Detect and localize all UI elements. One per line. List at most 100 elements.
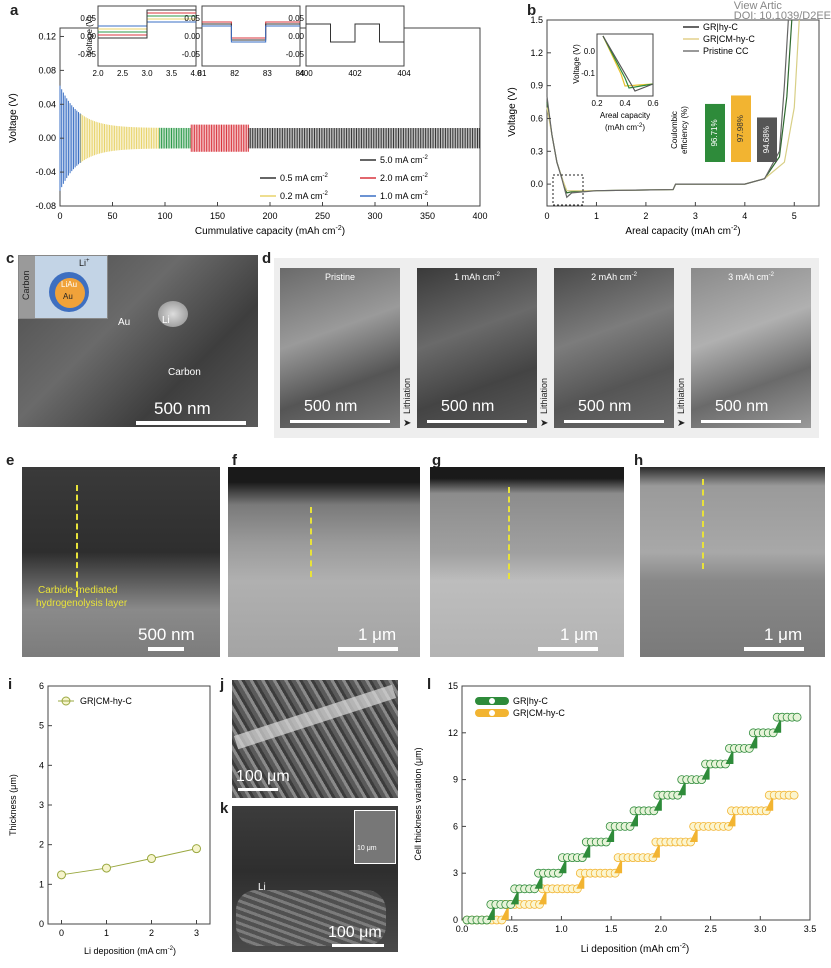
panel-h-scale-text: 1 μm [764,625,803,644]
panel-j-sem-image: 100 μm [232,680,398,798]
panel-c-carbon-label: Carbon [168,367,201,378]
panel-d-lithiation-label: Lithiation [676,377,686,414]
panel-b-xtick-label: 3 [693,211,698,221]
panel-a-inset: 400 402 404 0.05 0.00 -0.05 [286,5,411,78]
panel-l-xtick-label: 2.0 [655,924,668,934]
panel-l-legend-marker [489,698,495,704]
panel-a-inset-xtick: 2.0 [92,69,104,78]
panel-e-annotation-1: Carbide-mediated [38,585,118,596]
panel-a-inset-ytick: 0.00 [184,32,200,41]
panel-i-ytick-label: 5 [39,721,44,731]
li-particle [158,301,188,327]
view-article-link[interactable]: View Artic [733,0,782,12]
panel-b-xtick-label: 2 [643,211,648,221]
panel-l-ytick-label: 12 [448,728,458,738]
panel-a-inset-xtick: 3.5 [166,69,178,78]
panel-a-label: a [10,2,19,19]
panel-a-ytick-label: 0.04 [38,99,56,109]
panel-l-xtick-label: 3.0 [754,924,767,934]
panel-k-li-label: Li [258,882,266,893]
panel-i-series-line [61,848,197,876]
panel-a-inset-ytick: 0.00 [288,32,304,41]
panel-i-point [102,863,111,873]
panel-c-sem-image: Carbon LiAu Au Li+ Li Au Carbon 500 nm [18,255,258,427]
panel-a-ytick-label: -0.08 [35,201,56,211]
panel-b-inset-ytick: -0.1 [581,69,595,78]
panel-l-ytick-label: 3 [453,868,458,878]
panel-d-tile-scalebar [290,420,390,423]
panel-f-scalebar [338,647,398,651]
panel-i-xlabel: Li deposition (mA cm-2) [84,946,176,956]
panel-a-inset-xtick: 402 [348,69,362,78]
panel-b-ytick-label: 0.6 [530,113,543,123]
au-label: Au [63,292,73,301]
panel-i-label: i [8,676,13,693]
panel-d-tile: 3 mAh cm-2 500 nm [691,268,811,428]
panel-i-ylabel: Thickness (μm) [8,774,18,836]
panel-d-label: d [262,250,272,267]
panel-b-xlabel: Areal capacity (mAh cm-2) [625,225,740,237]
panel-b-series-line [546,19,800,192]
panel-d-tile: 1 mAh cm-2 500 nm [417,268,537,428]
panel-d-lithiation-arrow: Lithiation ➤ [675,358,689,429]
panel-b-label: b [527,2,537,19]
panel-a-inset-xtick: 3.0 [141,69,153,78]
panel-l-label: l [427,676,432,693]
panel-d-tile: Pristine 500 nm [280,268,400,428]
panel-a-inset-xtick: 400 [299,69,313,78]
arrow-right-icon: ➤ [540,418,549,429]
panel-a-inset-xtick: 84 [296,69,305,78]
panel-l-ytick-label: 0 [453,915,458,925]
panel-a-region [248,128,480,149]
panel-l-xtick-label: 1.0 [555,924,568,934]
panel-b-ce-value: 94.68% [762,126,771,153]
panel-b-ytick-label: 0.3 [530,146,543,156]
panel-l-legend-text: GR|CM-hy-C [513,708,565,718]
panel-b-xtick-label: 1 [594,211,599,221]
panel-l-frame [461,685,811,921]
panel-a-legend-item: 1.0 mA cm-2 [360,191,429,201]
panel-b-ytick-label: 0.9 [530,81,543,91]
panel-l-xlabel: Li deposition (mAh cm-2) [581,943,690,955]
panel-a-inset-ytick: -0.05 [78,50,97,59]
panel-e-scalebar [148,647,184,651]
panel-a-inset-trace [202,23,300,41]
panel-i-ytick-label: 0 [39,919,44,929]
panel-l-ytick-label: 15 [448,681,458,691]
panel-b-inset-xlabel: Areal capacity [600,111,650,120]
panel-d-tile-scale-text: 500 nm [578,398,632,415]
panel-d-lithiation-label: Lithiation [539,377,549,414]
panel-j-scalebar [238,788,278,791]
panel-a-inset-ytick: -0.05 [286,50,305,59]
panel-e-scale-text: 500 nm [138,625,195,644]
panel-k-fibers [236,890,386,946]
panel-e-dashed-line [76,485,78,597]
panel-a-inset-ytick: 0.05 [80,14,96,23]
panel-b-inset-ytick: 0.0 [584,47,596,56]
panel-g-sem-image: 1 μm [430,467,624,657]
panel-k-label: k [220,800,229,817]
panel-b-zoom-box [552,174,584,206]
panel-j-scale-text: 100 μm [236,768,290,785]
panel-g-scalebar [538,647,598,651]
panel-j-fiber-bundle [233,684,397,750]
panel-b-frame [546,19,820,207]
panel-l-step [651,842,660,858]
panel-h-sem-image: 1 μm [640,467,825,657]
panel-a-legend-text: 0.5 mA cm-2 [280,173,329,183]
panel-a-legend-text: 1.0 mA cm-2 [380,191,429,201]
arrow-right-icon: ➤ [403,418,412,429]
panel-c-au-label: Au [118,317,131,328]
panel-b-inset-trace [602,35,654,87]
panel-b-legend-text: GR|CM-hy-C [703,34,755,44]
panel-d-tile-scale-text: 500 nm [304,398,358,415]
panel-b-ytick-label: 1.2 [530,48,543,58]
panel-l-series [462,712,802,925]
panel-b-inset-xtick: 0.4 [619,99,631,108]
panel-b-legend-text: GR|hy-C [703,22,738,32]
panel-i-xtick-label: 1 [104,928,109,938]
panel-d-tile-title: Pristine [324,272,355,282]
panel-b-inset-trace [602,35,654,89]
panel-a-inset-xtick: 82 [230,69,239,78]
panel-b-ce-bar [705,103,725,162]
